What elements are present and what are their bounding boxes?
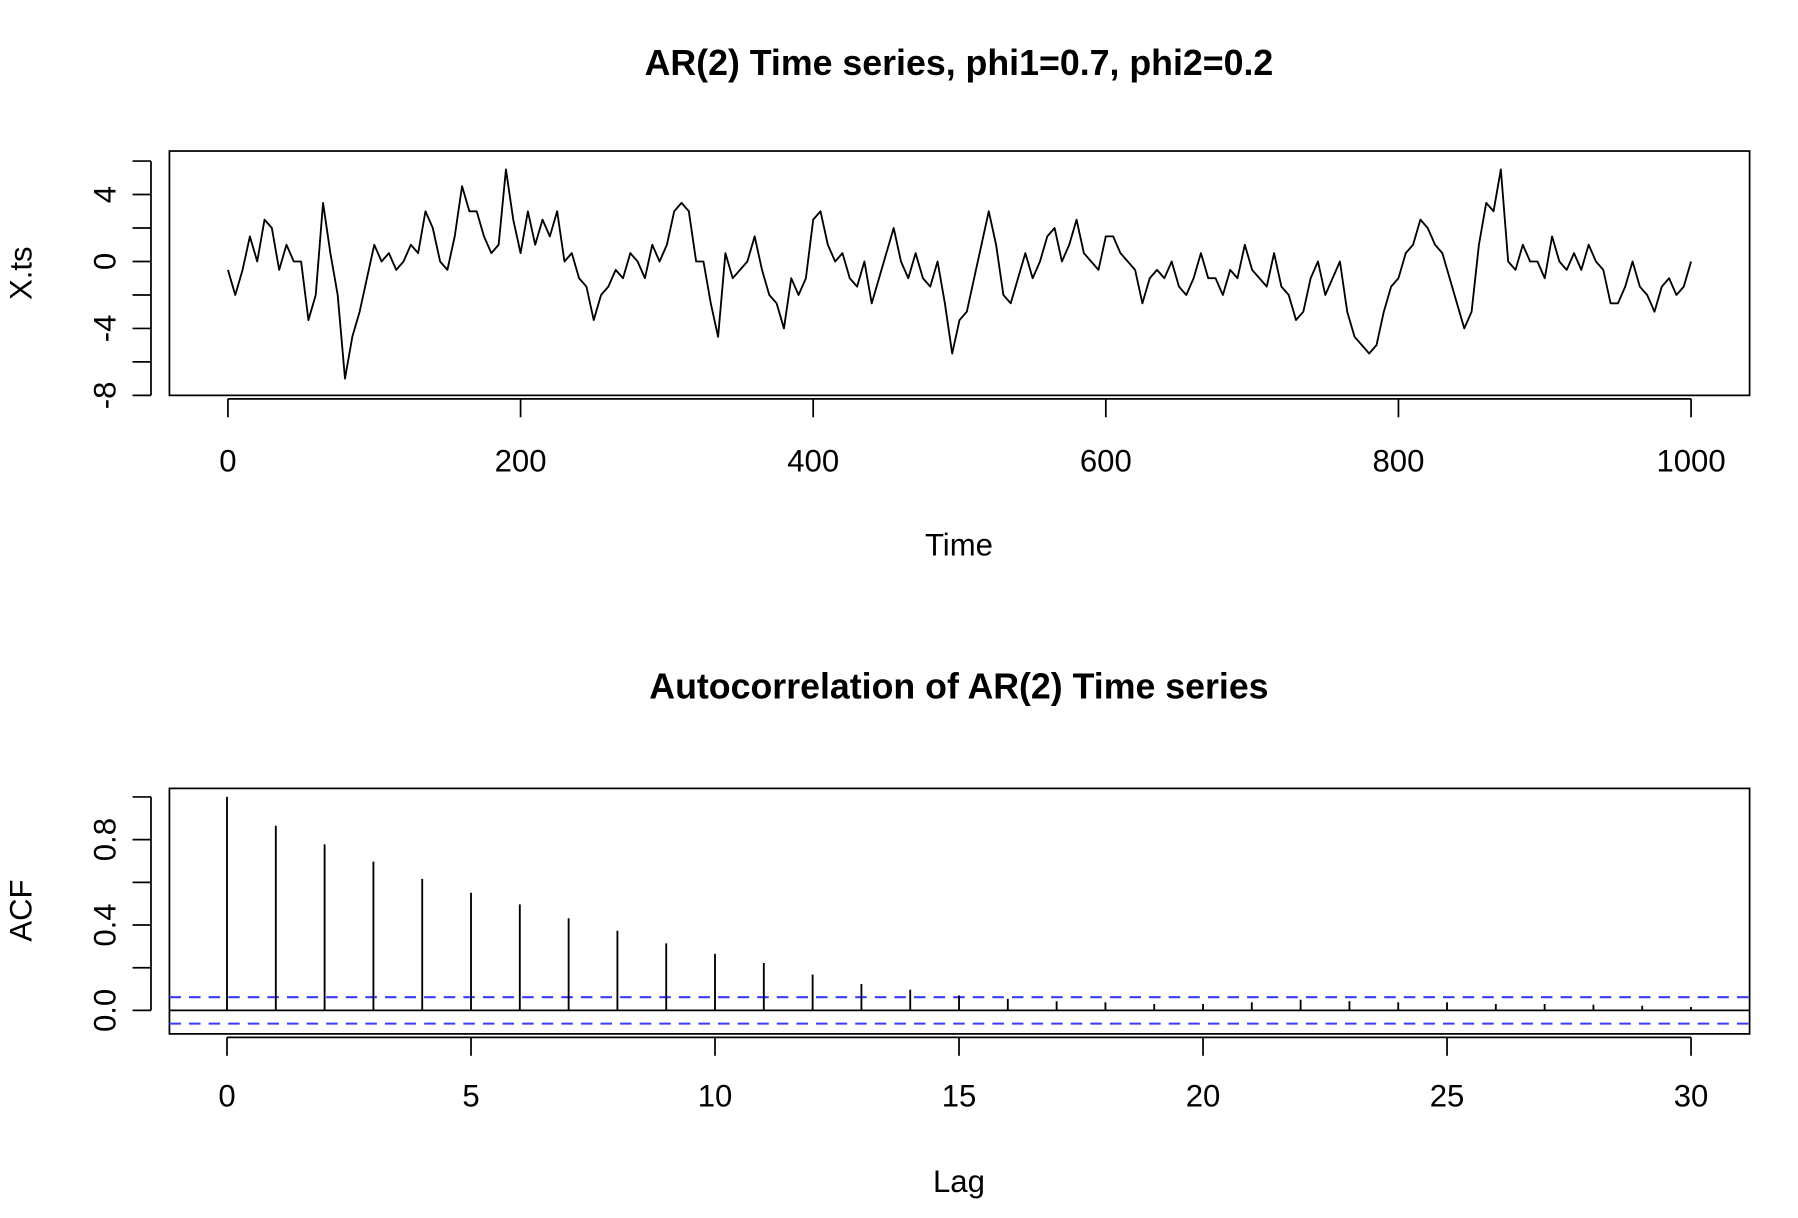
chart-title: Autocorrelation of AR(2) Time series: [649, 667, 1268, 707]
x-axis-label: Time: [925, 528, 993, 563]
y-tick-label: -8: [87, 382, 122, 410]
y-tick-label: 0.4: [87, 903, 122, 946]
x-tick-label: 10: [698, 1079, 733, 1114]
x-tick-label: 200: [495, 444, 547, 479]
y-tick-label: 0.0: [87, 989, 122, 1032]
x-tick-label: 15: [942, 1079, 977, 1114]
plot-frame: [168, 150, 1751, 397]
x-tick-label: 25: [1430, 1079, 1465, 1114]
x-tick-label: 1000: [1656, 444, 1725, 479]
y-axis-label: X.ts: [3, 246, 38, 300]
series-line: [227, 168, 1692, 380]
y-tick-label: 0.8: [87, 818, 122, 861]
x-tick-label: 800: [1372, 444, 1424, 479]
x-tick-label: 0: [219, 444, 236, 479]
x-tick-label: 5: [462, 1079, 479, 1114]
x-axis-label: Lag: [933, 1164, 985, 1199]
x-tick-label: 400: [787, 444, 839, 479]
y-tick-label: -4: [87, 315, 122, 343]
chart-title: AR(2) Time series, phi1=0.7, phi2=0.2: [645, 43, 1274, 83]
y-tick-label: 4: [87, 186, 122, 203]
y-axis-label: ACF: [3, 879, 38, 941]
x-tick-label: 600: [1080, 444, 1132, 479]
y-tick-label: 0: [87, 253, 122, 270]
x-tick-label: 30: [1674, 1079, 1709, 1114]
x-tick-label: 0: [218, 1079, 235, 1114]
x-tick-label: 20: [1186, 1079, 1221, 1114]
plot-frame: [168, 787, 1751, 1035]
